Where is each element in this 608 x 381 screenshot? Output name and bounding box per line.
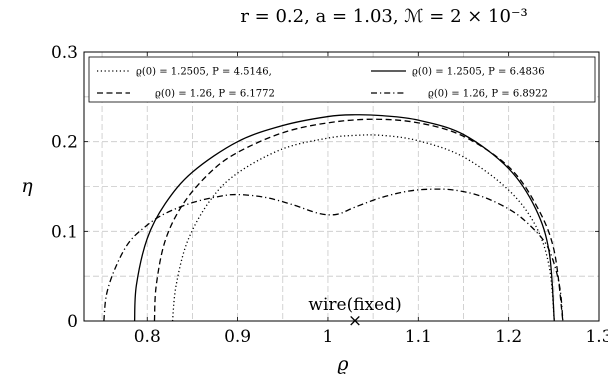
legend-label: ϱ(0) = 1.26, P = 6.1772 <box>155 89 275 100</box>
x-tick-label: 1.1 <box>405 327 432 347</box>
x-tick-label: 1.3 <box>585 327 608 347</box>
x-axis-label: ϱ <box>337 353 349 375</box>
y-tick-label: 0.2 <box>51 133 78 153</box>
x-tick-label: 0.9 <box>224 327 251 347</box>
legend-label: ϱ(0) = 1.26, P = 6.8922 <box>428 89 548 100</box>
y-tick-label: 0 <box>67 312 78 332</box>
y-axis-label: η <box>21 175 33 197</box>
x-tick-label: 1 <box>323 327 334 347</box>
legend-label: ϱ(0) = 1.2505, P = 4.5146, <box>136 67 272 78</box>
chart-title: r = 0.2, a = 1.03, ℳ = 2 × 10⁻³ <box>240 6 527 27</box>
y-tick-label: 0.1 <box>51 222 78 242</box>
legend-label: ϱ(0) = 1.2505, P = 6.4836 <box>412 67 545 78</box>
wire-label: wire(fixed) <box>308 295 401 315</box>
legend: ϱ(0) = 1.2505, P = 4.5146, ϱ(0) = 1.2505,… <box>89 57 595 102</box>
x-tick-label: 0.8 <box>134 327 161 347</box>
x-tick-label: 1.2 <box>495 327 522 347</box>
y-tick-label: 0.3 <box>51 43 78 63</box>
